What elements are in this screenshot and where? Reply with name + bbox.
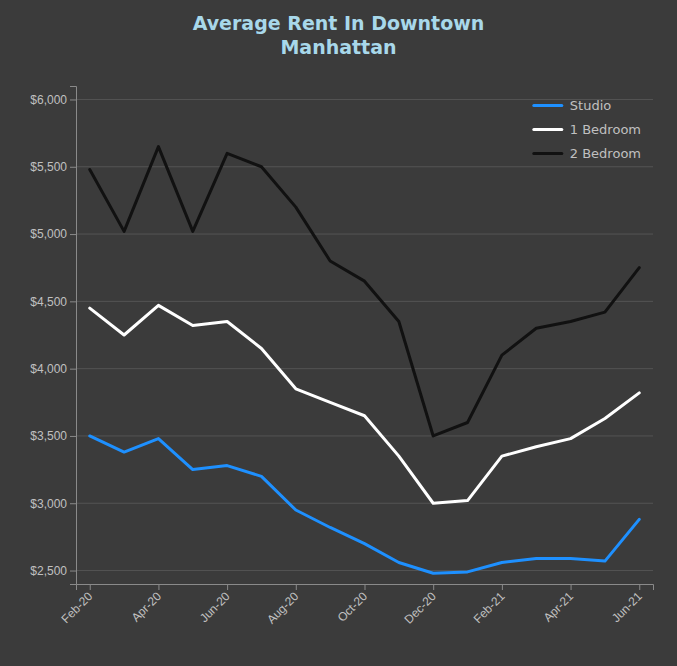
x-tick-label: Apr-20 — [129, 589, 165, 625]
grid — [76, 99, 653, 570]
grid-line — [76, 301, 653, 302]
x-tick-mark — [433, 584, 434, 590]
background — [0, 0, 677, 666]
x-tick: Dec-20 — [402, 584, 439, 627]
x-tick-label: Apr-21 — [541, 589, 577, 625]
legend-swatch — [534, 128, 562, 131]
y-axis-line — [70, 87, 77, 585]
grid-line — [76, 435, 653, 436]
y-tick: $4,000 — [30, 362, 76, 376]
series-line — [90, 147, 640, 436]
legend-item: 1 Bedroom — [534, 122, 641, 137]
y-tick: $2,500 — [30, 564, 76, 578]
x-tick-mark — [365, 584, 366, 590]
legend-swatch — [534, 152, 562, 155]
lines — [90, 147, 640, 574]
y-tick-label: $5,000 — [30, 227, 67, 241]
x-tick: Apr-20 — [129, 584, 165, 625]
x-tick-mark — [502, 584, 503, 590]
legend-item: 2 Bedroom — [534, 146, 641, 161]
x-tick-label: Aug-20 — [264, 589, 301, 626]
chart: Average Rent In DowntownManhattan$2,500$… — [0, 0, 677, 666]
y-tick-mark — [70, 571, 76, 572]
y-tick: $3,000 — [30, 497, 76, 511]
x-tick: Apr-21 — [541, 584, 577, 625]
y-tick-label: $6,000 — [30, 93, 67, 107]
x-tick-label: Oct-20 — [335, 589, 371, 625]
x-tick: Oct-20 — [335, 584, 371, 625]
x-tick: Jun-21 — [609, 584, 645, 625]
legend-item: Studio — [534, 98, 611, 113]
legend-swatch — [534, 104, 562, 107]
title: Average Rent In DowntownManhattan — [193, 12, 485, 58]
x-axis-line — [77, 585, 654, 591]
x-tick-mark — [296, 584, 297, 590]
x-tick: Feb-21 — [471, 584, 508, 626]
grid-line — [76, 570, 653, 571]
y-tick: $6,000 — [30, 93, 76, 107]
x-tick: Feb-20 — [59, 584, 96, 626]
y-tick-mark — [70, 301, 76, 302]
legend-label: 1 Bedroom — [570, 122, 641, 137]
x-tick-label: Feb-20 — [59, 589, 96, 626]
y-tick-mark — [70, 167, 76, 168]
y-tick-mark — [70, 436, 76, 437]
title-line: Manhattan — [280, 36, 396, 58]
x-axis: Feb-20 Apr-20 Jun-20 Aug-20 Oct-20 Dec-20 Feb-… — [59, 584, 654, 627]
x-tick-label: Jun-21 — [609, 589, 645, 625]
y-tick: $4,500 — [30, 295, 76, 309]
legend: Studio 1 Bedroom 2 Bedroom — [534, 98, 641, 161]
y-tick: $3,500 — [30, 429, 76, 443]
x-tick-mark — [158, 584, 159, 590]
y-tick-label: $3,000 — [30, 497, 67, 511]
x-tick-mark — [227, 584, 228, 590]
y-tick-mark — [70, 99, 76, 100]
x-tick-mark — [90, 584, 91, 590]
y-tick-label: $3,500 — [30, 429, 67, 443]
plot: $2,500 $3,000 $3,500 $4,000 $4,500 $5,000 $5,5… — [30, 87, 653, 627]
x-tick: Jun-20 — [197, 584, 233, 625]
x-tick: Aug-20 — [264, 584, 301, 627]
legend-label: Studio — [570, 98, 611, 113]
x-tick-mark — [639, 584, 640, 590]
y-tick-mark — [70, 503, 76, 504]
legend-label: 2 Bedroom — [570, 146, 641, 161]
grid-line — [76, 368, 653, 369]
y-tick-label: $5,500 — [30, 160, 67, 174]
grid-line — [76, 503, 653, 504]
y-tick-mark — [70, 369, 76, 370]
title-line: Average Rent In Downtown — [193, 12, 485, 34]
y-tick-mark — [70, 234, 76, 235]
grid-line — [76, 99, 653, 100]
y-tick: $5,500 — [30, 160, 76, 174]
y-tick-label: $4,500 — [30, 295, 67, 309]
x-tick-label: Feb-21 — [471, 589, 508, 626]
x-tick-mark — [571, 584, 572, 590]
x-tick-label: Jun-20 — [197, 589, 233, 625]
series-line — [90, 305, 640, 503]
y-tick-label: $2,500 — [30, 564, 67, 578]
grid-line — [76, 166, 653, 167]
y-tick-label: $4,000 — [30, 362, 67, 376]
y-tick: $5,000 — [30, 227, 76, 241]
x-tick-label: Dec-20 — [402, 589, 439, 626]
grid-line — [76, 234, 653, 235]
y-axis: $2,500 $3,000 $3,500 $4,000 $4,500 $5,000 $5,5… — [30, 87, 76, 585]
series-line — [90, 436, 640, 573]
